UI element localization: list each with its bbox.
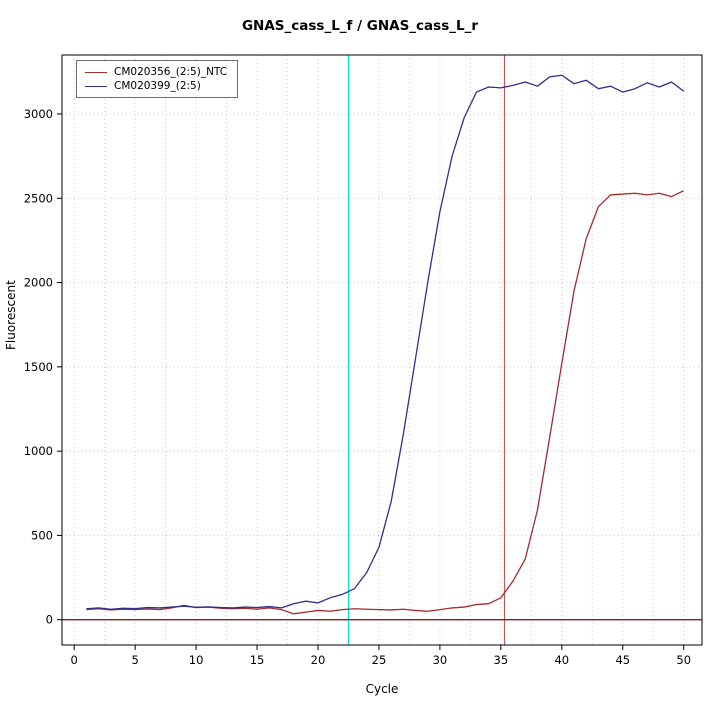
- legend-label: CM020356_(2:5)_NTC: [114, 66, 228, 78]
- x-tick-label: 10: [189, 653, 204, 667]
- series-line-0: [86, 190, 684, 615]
- chart-title: GNAS_cass_L_f / GNAS_cass_L_r: [241, 18, 479, 34]
- x-tick-label: 5: [131, 653, 138, 667]
- y-tick-label: 0: [46, 613, 53, 627]
- x-tick-label: 15: [250, 653, 265, 667]
- x-tick-label: 25: [372, 653, 387, 667]
- x-tick-label: 35: [494, 653, 509, 667]
- legend-item: CM020356_(2:5)_NTC: [85, 65, 227, 79]
- y-tick-label: 2000: [24, 276, 53, 290]
- y-tick-label: 1000: [24, 444, 53, 458]
- y-tick-label: 2500: [24, 191, 53, 205]
- y-tick-label: 1500: [24, 360, 53, 374]
- x-tick-label: 30: [433, 653, 448, 667]
- y-tick-label: 500: [31, 528, 53, 542]
- legend-line-swatch-blue: [85, 85, 107, 87]
- legend-label: CM020399_(2:5): [114, 80, 201, 92]
- plot-frame: [61, 54, 703, 646]
- x-tick-label: 0: [71, 653, 78, 667]
- series-line-1: [86, 74, 685, 610]
- legend-line-swatch-red: [85, 71, 107, 73]
- x-tick-label: 20: [311, 653, 326, 667]
- x-axis-label: Cycle: [365, 682, 399, 696]
- x-tick-label: 50: [676, 653, 691, 667]
- y-tick-label: 3000: [24, 107, 53, 121]
- legend: CM020356_(2:5)_NTC CM020399_(2:5): [76, 60, 239, 98]
- x-tick-label: 45: [615, 653, 630, 667]
- legend-item: CM020399_(2:5): [85, 79, 227, 93]
- x-tick-label: 40: [554, 653, 569, 667]
